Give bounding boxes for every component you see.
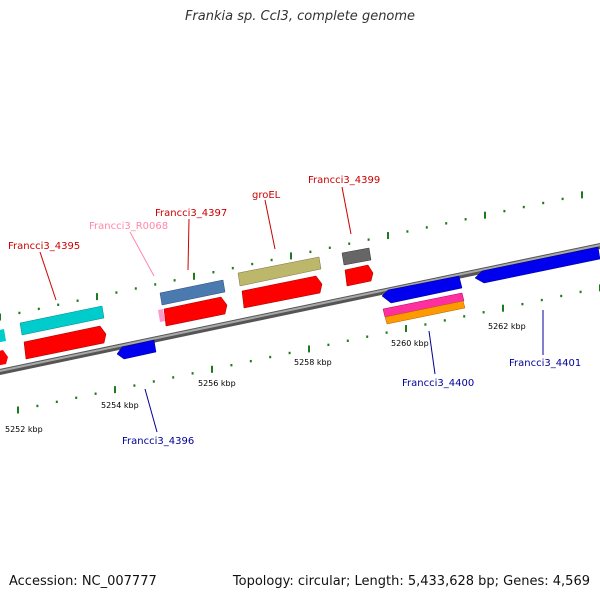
label-leaders: [39, 186, 544, 433]
tick-label-5258: 5258 kbp: [294, 358, 332, 367]
kbp-tick-labels: 5252 kbp 5254 kbp 5256 kbp 5258 kbp 5260…: [5, 322, 526, 434]
map-title: Frankia sp. CcI3, complete genome: [184, 9, 416, 24]
gene-francci3-4399[interactable]: [344, 264, 374, 287]
tick-label-5252: 5252 kbp: [5, 425, 43, 434]
label-francci3-4401: Francci3_4401: [509, 358, 581, 369]
gene-francci3-4395-cds[interactable]: [19, 305, 105, 336]
gene-groel-cds[interactable]: [237, 256, 322, 287]
label-francci3-4399: Francci3_4399: [308, 175, 380, 186]
gene-francci3-4400-rna-2[interactable]: [384, 300, 466, 325]
tick-marks-upper: [0, 191, 583, 321]
label-groel: groEL: [252, 190, 281, 201]
tick-label-5262: 5262 kbp: [488, 322, 526, 331]
gene-features: [0, 246, 600, 366]
label-francci3-4397: Francci3_4397: [155, 208, 227, 219]
gene-francci3-4395[interactable]: [23, 325, 107, 360]
gene-francci3-4396[interactable]: [116, 339, 157, 360]
genome-summary-text: Topology: circular; Length: 5,433,628 bp…: [232, 574, 590, 589]
tick-marks-lower: [17, 284, 600, 414]
gene-labels: Francci3_4395 Francci3_R0068 Francci3_43…: [8, 175, 581, 447]
gene-francci3-4397-cds[interactable]: [159, 279, 226, 306]
tick-label-5254: 5254 kbp: [101, 401, 139, 410]
gene-francci3-r0068[interactable]: [158, 309, 165, 322]
gene-francci3-4397[interactable]: [163, 296, 228, 327]
label-francci3-4396: Francci3_4396: [122, 436, 194, 447]
gene-left-edge[interactable]: [0, 350, 8, 366]
gene-francci3-4401[interactable]: [474, 246, 600, 284]
accession-text: Accession: NC_007777: [9, 574, 157, 589]
label-francci3-4395: Francci3_4395: [8, 241, 80, 252]
gene-groel[interactable]: [241, 275, 323, 309]
gene-left-edge-cds[interactable]: [0, 329, 6, 343]
tick-label-5260: 5260 kbp: [391, 339, 429, 348]
gene-francci3-4400[interactable]: [381, 275, 463, 304]
label-francci3-4400: Francci3_4400: [402, 378, 474, 389]
label-francci3-r0068: Francci3_R0068: [89, 221, 168, 232]
tick-label-5256: 5256 kbp: [198, 379, 236, 388]
gene-francci3-4400-rna-1[interactable]: [382, 292, 465, 318]
gene-francci3-4399-cds[interactable]: [341, 247, 372, 266]
